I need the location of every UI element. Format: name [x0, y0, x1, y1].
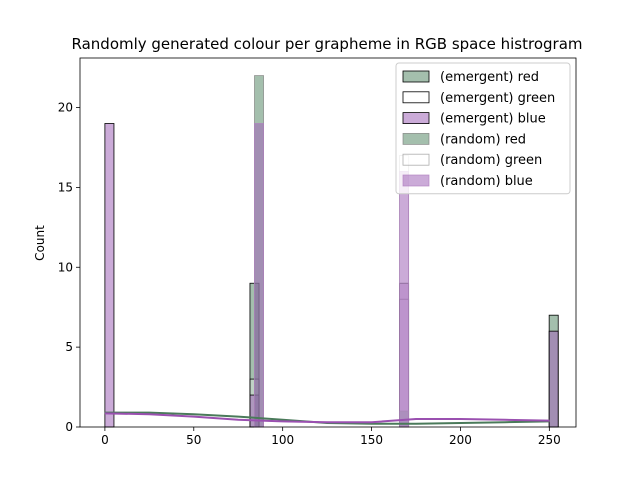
legend-swatch-5 [402, 174, 430, 187]
legend: (emergent) red (emergent) green (emergent)… [395, 62, 571, 195]
legend-box [395, 62, 571, 195]
legend-swatch-0 [402, 70, 430, 83]
bar-series-5-bin-0 [254, 123, 264, 428]
x-tick-label-1: 50 [186, 433, 201, 447]
axes: 0 50 100 150 200 250 0 5 10 15 20 [58, 57, 577, 447]
legend-label-3: (random) red [440, 132, 526, 147]
y-tick-label-4: 20 [58, 101, 73, 115]
legend-swatch-1 [402, 91, 430, 104]
legend-label-0: (emergent) red [440, 70, 539, 85]
x-tick-label-5: 250 [538, 433, 561, 447]
x-tick-label-0: 0 [101, 433, 109, 447]
x-tick-label-3: 150 [360, 433, 383, 447]
legend-label-4: (random) green [440, 153, 542, 168]
bar-series-5-bin-1 [399, 171, 410, 428]
kde-line-1 [104, 412, 550, 424]
legend-label-2: (emergent) blue [440, 112, 546, 127]
y-axis-label: Count [33, 225, 47, 261]
legend-swatch-2 [402, 112, 430, 124]
legend-swatch-4 [402, 153, 430, 166]
x-tick-label-4: 200 [449, 433, 472, 447]
bar-series-2-bin-0 [104, 123, 115, 428]
x-tick-label-2: 100 [271, 433, 294, 447]
legend-label-5: (random) blue [440, 174, 533, 189]
bar-series-2-bin-3 [548, 330, 559, 428]
y-tick-label-3: 15 [58, 180, 73, 194]
legend-swatch-3 [402, 132, 430, 145]
legend-label-1: (emergent) green [440, 91, 555, 106]
y-tick-label-2: 10 [58, 260, 73, 274]
axes-frame [79, 57, 577, 428]
plot-area [104, 75, 559, 428]
chart-title: Randomly generated colour per grapheme i… [72, 35, 583, 53]
y-tick-label-0: 0 [65, 420, 73, 434]
y-tick-label-1: 5 [65, 340, 73, 354]
